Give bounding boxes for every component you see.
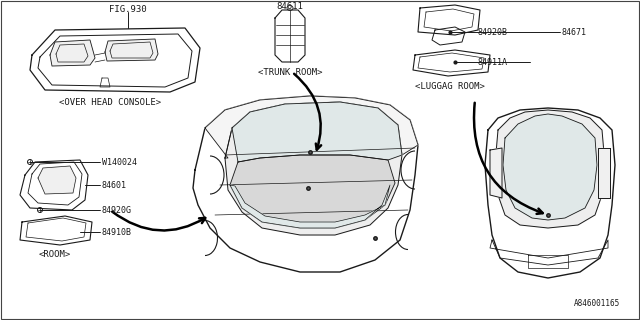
Polygon shape — [225, 102, 402, 235]
Polygon shape — [20, 160, 88, 210]
Text: FIG.930: FIG.930 — [109, 5, 147, 14]
Text: 84601: 84601 — [102, 181, 127, 190]
Text: 84911A: 84911A — [477, 58, 507, 67]
Polygon shape — [193, 96, 418, 272]
Polygon shape — [598, 148, 610, 198]
Polygon shape — [230, 155, 395, 228]
Polygon shape — [490, 148, 502, 198]
Text: <ROOM>: <ROOM> — [39, 250, 71, 259]
Polygon shape — [275, 10, 305, 62]
Polygon shape — [418, 5, 480, 35]
Polygon shape — [30, 28, 200, 92]
Polygon shape — [205, 96, 418, 158]
Text: 84920G: 84920G — [102, 206, 132, 215]
Text: 84611: 84611 — [276, 2, 303, 11]
Polygon shape — [495, 110, 605, 228]
Polygon shape — [503, 114, 597, 220]
Text: 84910B: 84910B — [102, 228, 132, 237]
Text: <TRUNK ROOM>: <TRUNK ROOM> — [258, 68, 323, 77]
Text: W140024: W140024 — [102, 158, 137, 167]
Text: 84671: 84671 — [562, 28, 587, 37]
Polygon shape — [230, 185, 390, 228]
Text: <OVER HEAD CONSOLE>: <OVER HEAD CONSOLE> — [59, 98, 161, 107]
Polygon shape — [432, 27, 465, 45]
Text: 84920B: 84920B — [477, 28, 507, 37]
Text: A846001165: A846001165 — [573, 299, 620, 308]
Polygon shape — [232, 102, 402, 162]
Polygon shape — [413, 50, 490, 76]
Polygon shape — [485, 108, 615, 278]
Polygon shape — [105, 39, 158, 61]
Polygon shape — [50, 40, 95, 66]
Polygon shape — [38, 166, 76, 194]
Text: <LUGGAG ROOM>: <LUGGAG ROOM> — [415, 82, 485, 91]
Polygon shape — [20, 216, 92, 245]
